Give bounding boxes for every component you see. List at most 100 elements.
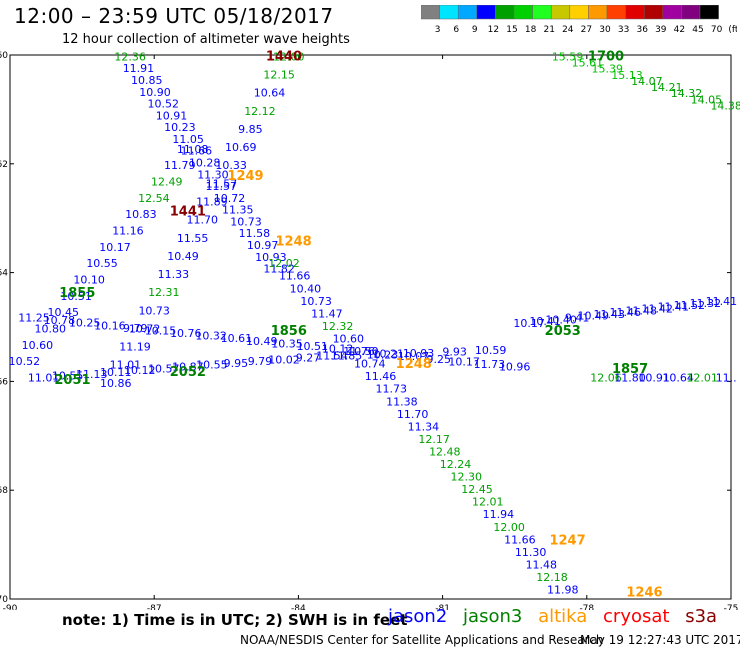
swh-value-label: 11.35 [222,204,254,217]
pass-time-label: 1440 [266,49,302,64]
swh-value-label: 11.01 [110,359,142,372]
swh-value-label: 11.91 [123,62,155,75]
pass-time-label: 2053 [545,324,581,339]
swh-value-label: 10.25 [69,317,101,330]
swh-value-label: 10.55 [52,370,84,383]
swh-value-label: 11.80 [614,371,646,384]
color-scale-swatch [699,5,719,20]
swh-value-label: 10.40 [545,313,577,326]
swh-value-label: 12.02 [268,257,300,270]
swh-value-label: 12.31 [148,286,180,299]
satellite-legend: jason2 jason3 altika cryosat s3a [388,606,727,627]
swh-value-label: 11.73 [375,383,407,396]
swh-value-label: 11.43 [593,308,625,321]
swh-value-label: 11.82 [263,263,295,276]
legend-jason2: jason2 [388,606,448,627]
swh-value-label: 11.46 [610,306,642,319]
legend-jason3: jason3 [463,606,523,627]
swh-value-label: 11.30 [197,168,229,181]
color-scale-label: 12 [488,25,499,35]
swh-value-label: 10.02 [268,353,300,366]
x-tick-label: -75 [724,604,739,610]
legend-s3a: s3a [685,606,718,627]
swh-value-label: 10.61 [221,332,253,345]
swh-value-label: 10.52 [9,355,41,368]
swh-value-label: 12.36 [114,50,146,63]
color-scale-label: 33 [618,25,629,35]
swh-value-label: 11.19 [119,341,151,354]
swh-value-label: 10.17 [513,317,545,330]
swh-value-label: 14.21 [651,81,683,94]
swh-value-label: 9.79 [248,355,273,368]
swh-value-label: 11.30 [515,546,547,559]
swh-value-label: 14.32 [671,87,703,100]
swh-value-label: 12.12 [244,105,276,118]
swh-value-label: 10.64 [254,87,286,100]
color-scale-label: (ft) [728,25,737,35]
swh-value-label: 12.32 [322,320,354,333]
y-tick-label: -66 [0,377,8,387]
swh-value-label: 10.51 [297,340,329,353]
swh-value-label: 10.49 [246,335,278,348]
swh-value-label: 11.16 [112,225,144,238]
color-scale-label: 15 [506,25,517,35]
wave-height-plot: -90 -87 -84 -81 -78 -75 -60 -62 -64 -66 -68 -70 12.0… [0,49,740,610]
swh-value-label: 11.42 [642,302,674,315]
swh-value-label: 14.38 [710,99,740,112]
swh-value-label: 10.33 [215,159,247,172]
swh-value-label: 11.66 [504,533,536,546]
footer-timestamp: May 19 12:27:43 UTC 2017 [580,633,740,647]
pass-time-label: 1247 [549,534,585,549]
swh-value-label: 11.79 [164,159,196,172]
pass-time-label: 1248 [275,234,311,249]
swh-value-label: 11.46 [365,370,397,383]
color-scale-label: 6 [453,25,459,35]
swh-value-label: 10.72 [129,322,161,335]
swh-value-label: 12.01 [472,496,504,509]
swh-value-label: 10.69 [225,141,257,154]
pass-time-label: 2052 [170,365,206,380]
swh-value-label: 10.40 [290,282,322,295]
swh-value-label: 10.17 [99,241,131,254]
swh-value-label: 14.07 [631,75,663,88]
y-tick-label: -60 [0,51,8,61]
swh-value-label: 10.64 [662,371,694,384]
pass-time-label: 1441 [170,204,206,219]
swh-value-label: 10.15 [145,324,177,337]
swh-value-label: 10.50 [347,345,379,358]
swh-value-label: 12.48 [429,445,461,458]
swh-value-label: 10.17 [448,355,480,368]
swh-value-label: 11.57 [206,177,238,190]
swh-value-label: 10.91 [156,109,188,122]
swh-value-label: 10.45 [47,306,79,319]
pass-time-label: 1857 [612,362,648,377]
swh-value-label: 11.70 [397,408,429,421]
swh-value-label: 10.97 [247,239,279,252]
x-tick-label: -78 [579,604,594,610]
pass-time-label: 1856 [271,324,307,339]
swh-value-label: 10.78 [44,314,76,327]
swh-value-label: 10.49 [167,250,199,263]
swh-value-label: 11.76 [343,345,375,358]
swh-value-label: 11.13 [76,368,108,381]
swh-value-label: 15.39 [591,63,623,76]
swh-value-label: 11.54 [316,350,348,363]
swh-value-label: 10.85 [131,74,163,87]
swh-value-label: 10.49 [577,310,609,323]
pass-time-label: 1855 [59,286,95,301]
swh-value-label: 10.07 [398,350,430,363]
swh-value-label: 12.45 [461,483,493,496]
swh-value-label: 11.57 [205,180,237,193]
swh-value-label: 11.33 [158,268,190,281]
color-scale-label: 30 [599,25,611,35]
swh-value-label: 11.52 [674,299,706,312]
y-tick-label: -62 [0,160,8,170]
chart-title: 12:00 – 23:59 UTC 05/18/2017 [14,4,334,28]
swh-value-label: 10.74 [354,358,386,371]
swh-value-label: 10.59 [475,344,507,357]
swh-value-label: 12.30 [451,471,483,484]
swh-value-label: 12.01 [686,371,718,384]
swh-value-label: 10.87 [172,361,204,374]
swh-value-label: 11.41 [706,295,738,308]
